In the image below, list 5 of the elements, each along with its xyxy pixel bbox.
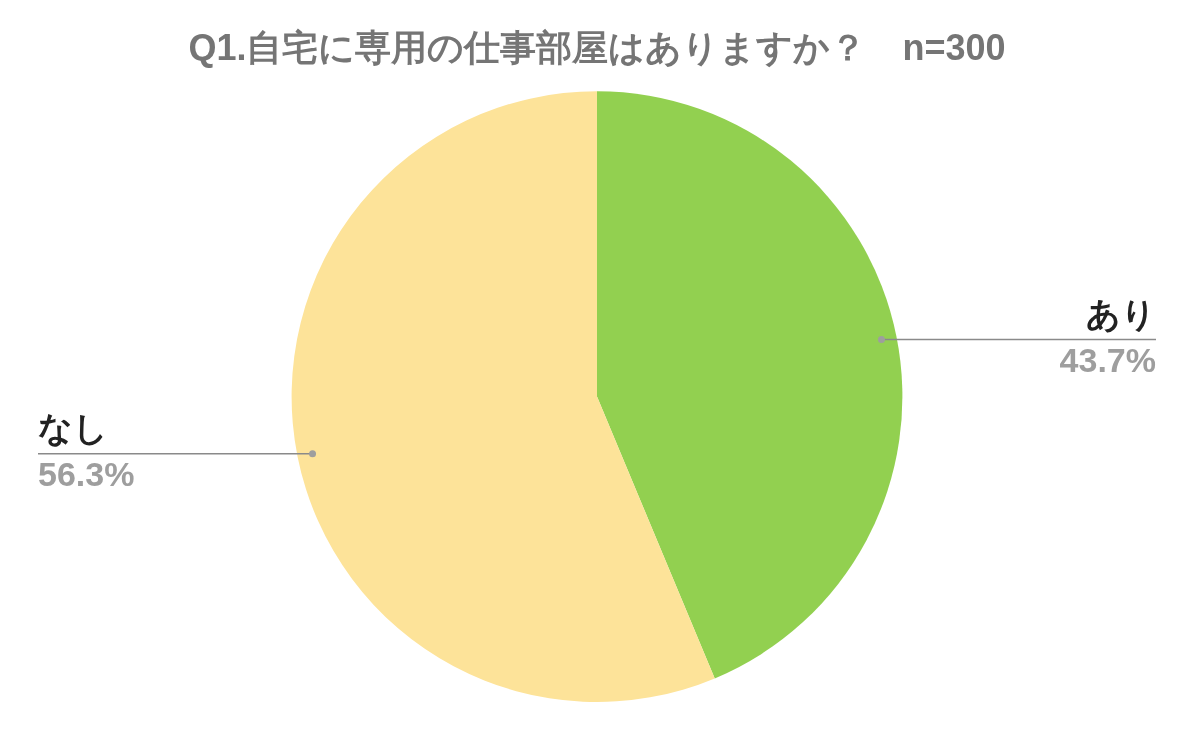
data-label: 43.7% — [1059, 340, 1156, 379]
data-label: 56.3% — [38, 455, 135, 494]
slice-label: なし — [38, 409, 108, 448]
chart-title: Q1.自宅に専用の仕事部屋はありますか？ n=300 — [188, 26, 1006, 68]
slice-label: あり — [1086, 294, 1156, 333]
